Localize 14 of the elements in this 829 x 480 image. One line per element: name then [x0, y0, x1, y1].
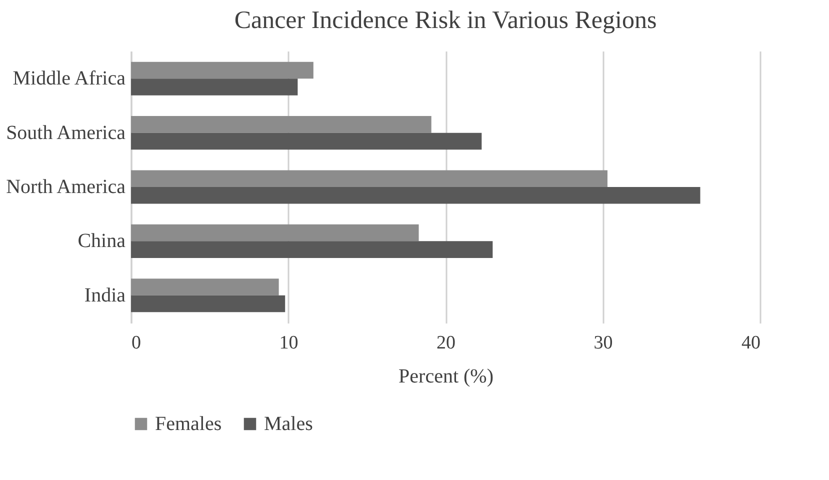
- legend-label: Females: [155, 413, 222, 435]
- x-tick-label: 30: [594, 332, 613, 354]
- y-tick-label: India: [84, 284, 126, 306]
- y-tick-label: North America: [6, 176, 126, 198]
- x-tick-label: 0: [132, 332, 141, 354]
- x-tick-label: 20: [436, 332, 456, 354]
- chart-title: Cancer Incidence Risk in Various Regions: [234, 7, 657, 34]
- y-tick-label: Middle Africa: [12, 68, 126, 90]
- y-tick-label: South America: [6, 122, 126, 144]
- y-tick-label: China: [78, 230, 126, 252]
- x-tick-label: 10: [279, 332, 298, 354]
- x-axis-title: Percent (%): [398, 366, 494, 388]
- legend-label: Males: [264, 413, 314, 435]
- x-tick-label: 40: [742, 332, 760, 354]
